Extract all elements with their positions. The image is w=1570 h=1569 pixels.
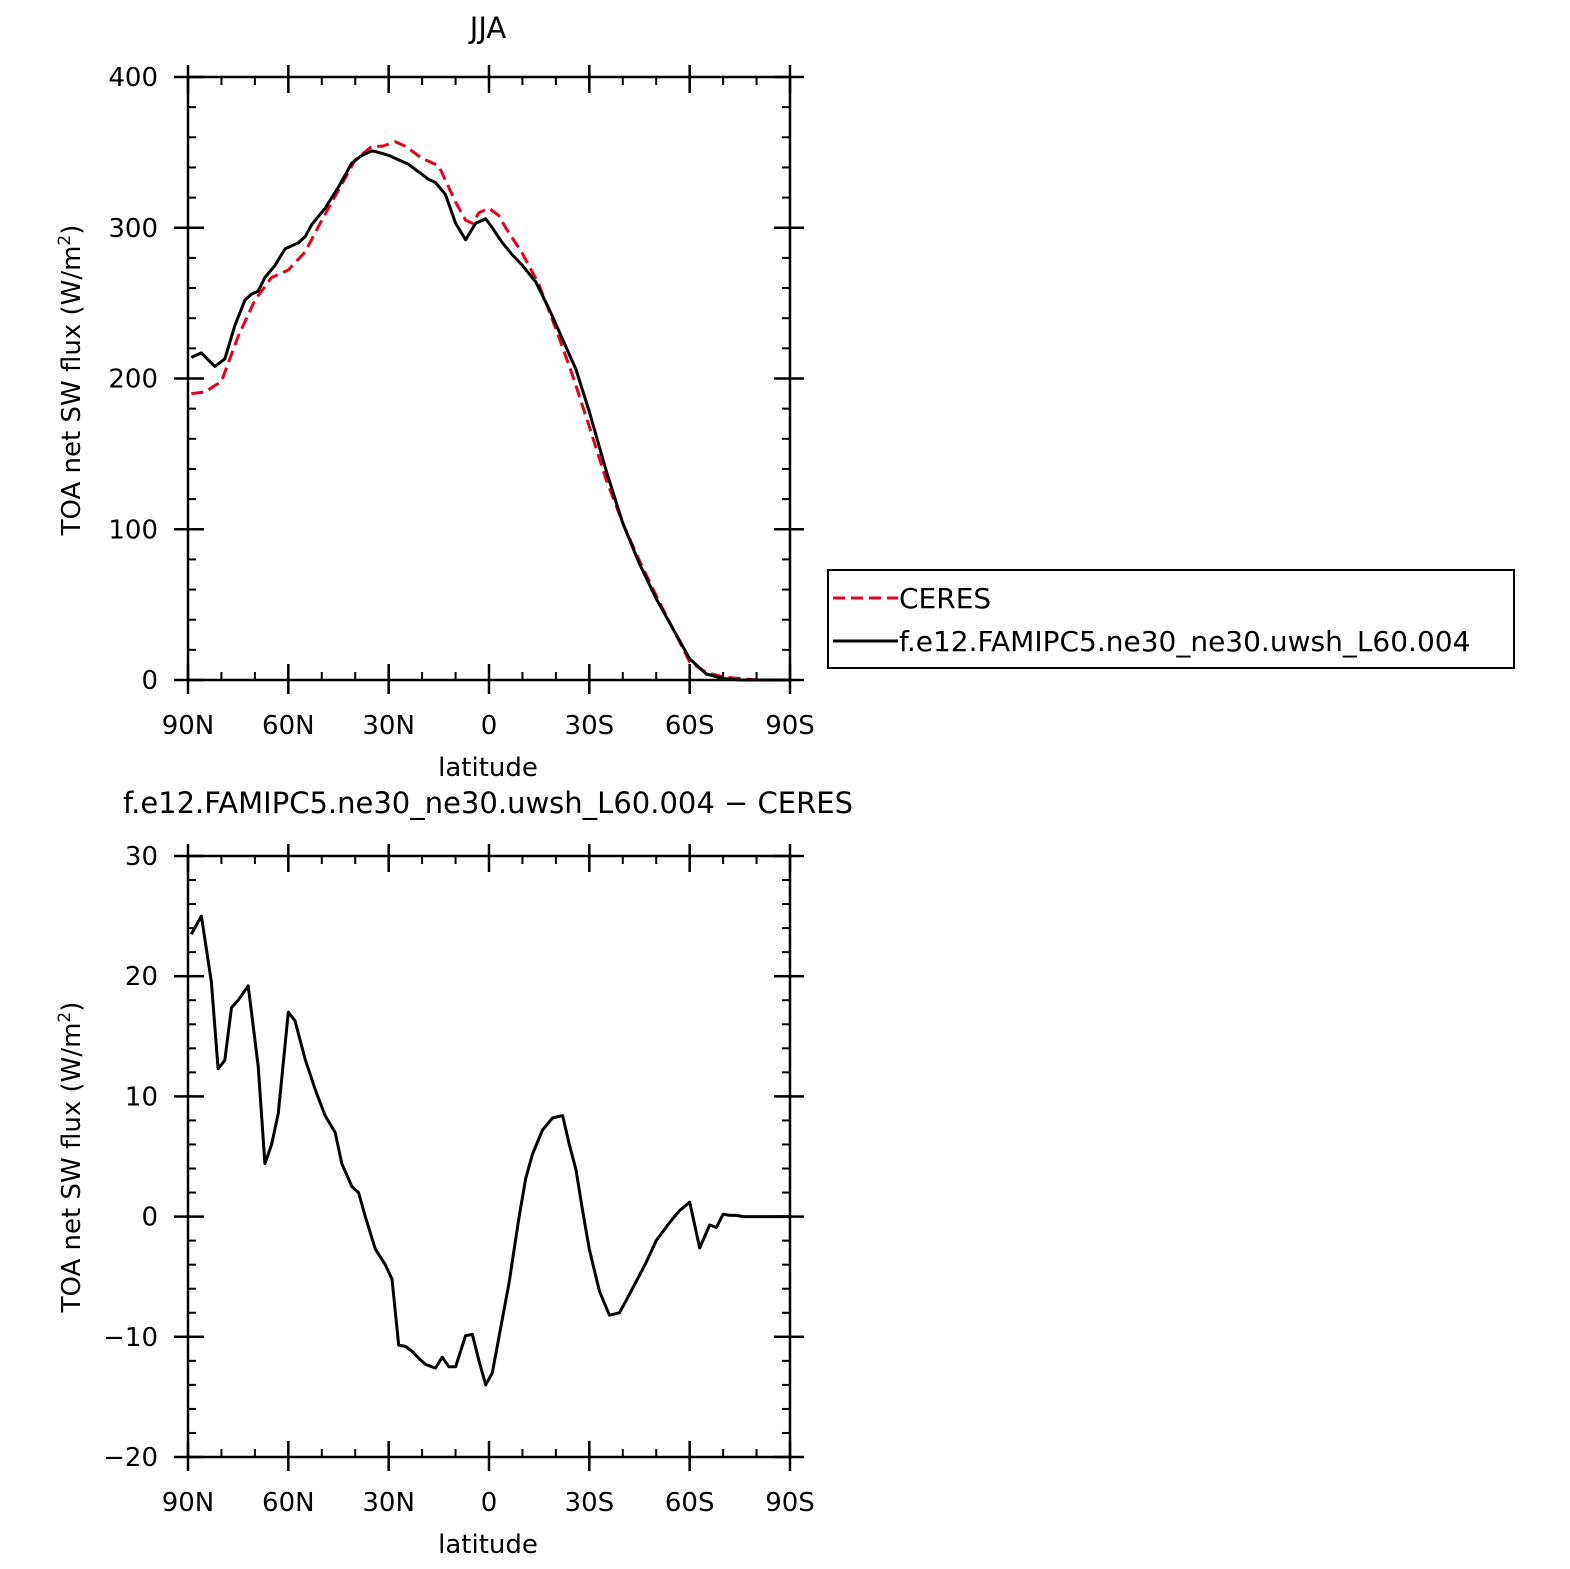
x-tick-label: 90N [162,711,215,741]
x-tick-label: 90N [162,1488,215,1518]
x-tick-label: 30N [362,1488,415,1518]
series-line-difference [189,914,790,1387]
bottom-y-axis-label-main: TOA net SW flux (W/m [57,1023,87,1314]
x-tick-label: 30N [362,711,415,741]
x-tick-label: 90S [765,711,815,741]
x-tick-label: 0 [481,1488,498,1518]
top-y-axis-label-main: TOA net SW flux (W/m [57,246,87,537]
bottom-panel-title: f.e12.FAMIPC5.ne30_ne30.uwsh_L60.004 − C… [123,786,853,820]
top-panel-title: JJA [468,11,507,45]
y-tick-label: −20 [103,1443,158,1473]
legend-label-ceres: CERES [899,582,991,615]
y-tick-label: 200 [108,365,158,395]
y-tick-label: 30 [125,842,158,872]
series-line-ceres [191,140,790,682]
y-tick-label: 10 [125,1082,158,1112]
x-tick-label: 60S [665,1488,715,1518]
bottom-series-layer [189,914,790,1387]
y-tick-label: 0 [141,666,158,696]
top-panel: JJA 90N 60N 30N 0 30S 60S 90S 0 100 200 300 400 lat… [55,11,815,783]
x-tick-label: 90S [765,1488,815,1518]
top-y-axis-label-sup: 2 [55,235,75,246]
y-tick-label: 300 [108,214,158,244]
x-tick-label: 0 [481,711,498,741]
y-tick-label: 0 [141,1203,158,1233]
bottom-panel: f.e12.FAMIPC5.ne30_ne30.uwsh_L60.004 − C… [55,786,853,1560]
top-y-axis-label: TOA net SW flux (W/m2) [55,225,87,537]
top-axis-ticks: 90N 60N 30N 0 30S 60S 90S 0 100 200 300 400 [108,63,814,741]
legend: CERES f.e12.FAMIPC5.ne30_ne30.uwsh_L60.0… [827,569,1515,669]
x-tick-label: 60N [262,711,315,741]
x-tick-label: 60N [262,1488,315,1518]
top-series-layer [190,140,790,682]
bottom-y-axis-label-close: ) [57,1002,87,1012]
series-line-f-e12-famipc5-ne30-ne30-uwsh-l60-004 [190,149,790,682]
bottom-y-axis-label-sup: 2 [55,1012,75,1023]
bottom-x-axis-label: latitude [438,1530,538,1560]
top-y-axis-label-close: ) [57,225,87,235]
bottom-y-axis-label: TOA net SW flux (W/m2) [55,1002,87,1314]
y-tick-label: −10 [103,1323,158,1353]
top-x-axis-label: latitude [438,753,538,783]
x-tick-label: 30S [565,1488,615,1518]
y-tick-label: 20 [125,962,158,992]
legend-label-model: f.e12.FAMIPC5.ne30_ne30.uwsh_L60.004 [899,625,1470,658]
bottom-plot-frame [186,854,792,1459]
bottom-axis-ticks: 90N 60N 30N 0 30S 60S 90S −20 −10 0 10 20 30 [103,842,815,1518]
top-plot-frame [186,75,792,682]
x-tick-label: 30S [565,711,615,741]
y-tick-label: 100 [108,515,158,545]
legend-box [827,569,1515,669]
x-tick-label: 60S [665,711,715,741]
y-tick-label: 400 [108,63,158,93]
